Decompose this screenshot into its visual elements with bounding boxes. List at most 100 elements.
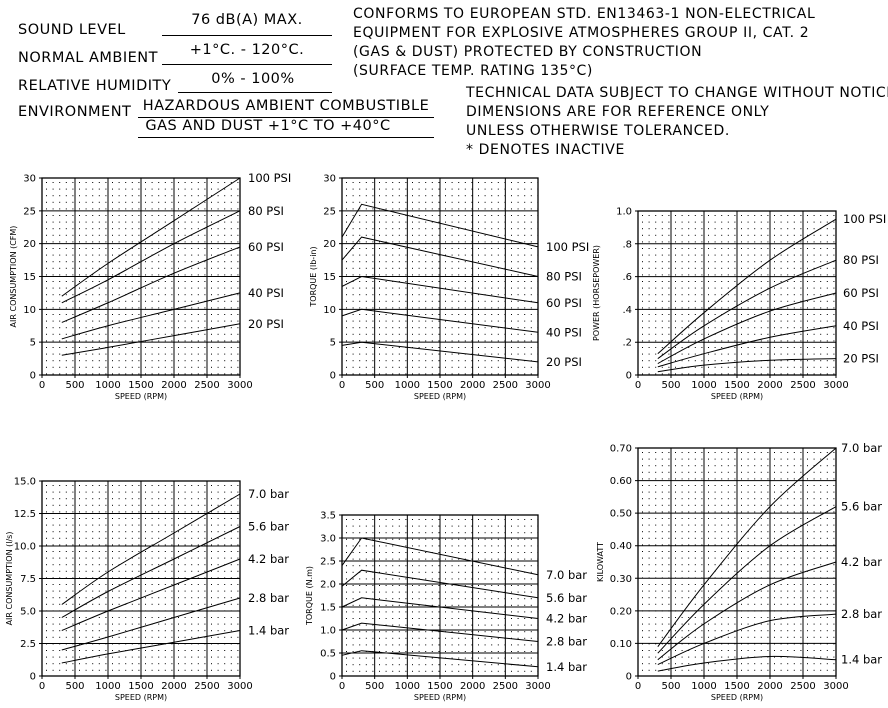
x-tick-label: 2500 (790, 380, 815, 391)
y-tick-label: 0.60 (610, 476, 632, 487)
y-tick-label: 1.0 (320, 626, 336, 637)
y-tick-label: .8 (622, 239, 632, 250)
y-tick-label: .6 (622, 272, 632, 283)
series-label: 5.6 bar (841, 500, 882, 514)
series-line (61, 210, 241, 304)
series-label: 1.4 bar (841, 653, 882, 667)
x-tick-label: 1000 (95, 380, 120, 391)
y-axis-label: TORQUE (N.m) (305, 566, 314, 626)
note-line-2: DIMENSIONS ARE FOR REFERENCE ONLY (466, 104, 770, 120)
y-tick-label: 5.0 (20, 607, 36, 618)
series-line (61, 526, 241, 618)
x-tick-label: 2000 (161, 380, 186, 391)
relative-humidity-underline (178, 92, 332, 93)
y-tick-label: .2 (622, 338, 632, 349)
series-line (61, 493, 241, 605)
y-tick-label: .4 (622, 305, 632, 316)
series-line (341, 308, 539, 333)
relative-humidity-value: 0% - 100% (211, 71, 295, 87)
y-tick-label: 10 (323, 305, 336, 316)
series-label: 40 PSI (546, 325, 582, 339)
x-tick-label: 3000 (823, 681, 848, 692)
plot-frame (41, 480, 241, 677)
conformity-line-1: CONFORMS TO EUROPEAN STD. EN13463-1 NON-… (353, 6, 816, 22)
series-label: 4.2 bar (248, 552, 289, 566)
x-tick-label: 2500 (790, 681, 815, 692)
x-tick-label: 500 (65, 380, 84, 391)
series-line (341, 275, 539, 304)
x-tick-label: 1500 (427, 380, 452, 391)
series-label: 20 PSI (546, 355, 582, 369)
chart-5: 0 500 1000 1500 2000 2500 3000 0 0.5 1.0 1.5 2.0 2.5… (305, 511, 587, 703)
y-tick-label: 30 (23, 174, 36, 185)
x-tick-label: 0 (39, 380, 45, 391)
normal-ambient-underline (162, 64, 332, 65)
x-tick-label: 2500 (493, 380, 518, 391)
y-tick-label: 0.20 (610, 606, 632, 617)
series-label: 60 PSI (843, 286, 879, 300)
series-line (657, 655, 837, 672)
x-tick-label: 0 (339, 681, 345, 692)
series-line (657, 506, 837, 654)
x-tick-label: 0 (339, 380, 345, 391)
series-label: 4.2 bar (546, 612, 587, 626)
x-tick-label: 0 (635, 681, 641, 692)
x-tick-label: 1500 (724, 681, 749, 692)
y-tick-label: 0.10 (610, 639, 632, 650)
y-tick-label: 25 (23, 206, 36, 217)
y-axis-label: AIR CONSUMPTION (l/s) (5, 532, 14, 626)
environment-value-line-2: GAS AND DUST +1°C TO +40°C (145, 118, 391, 134)
y-tick-label: 2.5 (320, 557, 336, 568)
series-label: 7.0 bar (546, 568, 587, 582)
y-tick-label: 0 (30, 672, 36, 683)
series-label: 40 PSI (843, 319, 879, 333)
series-label: 7.0 bar (248, 487, 289, 501)
x-tick-label: 2000 (460, 380, 485, 391)
y-tick-label: 3.0 (320, 534, 336, 545)
environment-underline-2 (138, 137, 434, 138)
series-label: 80 PSI (248, 204, 284, 218)
y-tick-label: 1.0 (616, 207, 632, 218)
x-tick-label: 2000 (757, 380, 782, 391)
x-tick-label: 1500 (724, 380, 749, 391)
y-axis-label: POWER (HORSEPOWER) (592, 245, 601, 341)
x-tick-label: 1000 (95, 681, 120, 692)
grid-dots (346, 182, 539, 375)
x-tick-label: 0 (39, 681, 45, 692)
normal-ambient-value: +1°C. - 120°C. (189, 42, 305, 58)
sound-level-value: 76 dB(A) MAX. (191, 12, 303, 28)
grid-dots (642, 215, 835, 375)
note-line-1: TECHNICAL DATA SUBJECT TO CHANGE WITHOUT… (466, 85, 888, 101)
series-line (61, 597, 241, 651)
x-tick-label: 3000 (227, 681, 252, 692)
plot-frame (341, 514, 539, 677)
series-line (657, 447, 837, 647)
y-tick-label: 0.50 (610, 509, 632, 520)
x-axis-label: SPEED (RPM) (711, 392, 763, 401)
series-label: 5.6 bar (546, 591, 587, 605)
chart-6: 0 500 1000 1500 2000 2500 3000 0 0.10 0.20 0.30 0.4… (596, 441, 882, 702)
x-tick-label: 3000 (525, 380, 550, 391)
series-label: 100 PSI (843, 212, 886, 226)
series-label: 1.4 bar (248, 624, 289, 638)
x-axis-label: SPEED (RPM) (115, 392, 167, 401)
chart-1: 0 500 1000 1500 2000 2500 3000 0 5 10 15 20 25 30 SPEE… (9, 171, 291, 401)
series-label: 100 PSI (546, 240, 589, 254)
series-line (61, 292, 241, 340)
x-axis-label: SPEED (RPM) (414, 693, 466, 702)
x-tick-label: 1500 (128, 681, 153, 692)
series-line (657, 259, 837, 360)
series-line (341, 569, 539, 599)
y-tick-label: 15 (323, 272, 336, 283)
series-line (341, 597, 539, 619)
y-tick-label: 12.5 (14, 509, 36, 520)
y-tick-label: 5 (330, 338, 336, 349)
series-label: 80 PSI (546, 270, 582, 284)
chart-2: 0 500 1000 1500 2000 2500 3000 0 5 10 15 20 25 30 SPEE… (309, 174, 589, 402)
series-line (341, 622, 539, 642)
y-tick-label: 10 (23, 305, 36, 316)
relative-humidity-label: RELATIVE HUMIDITY (18, 78, 172, 94)
series-line (61, 177, 241, 297)
x-tick-label: 1000 (395, 380, 420, 391)
